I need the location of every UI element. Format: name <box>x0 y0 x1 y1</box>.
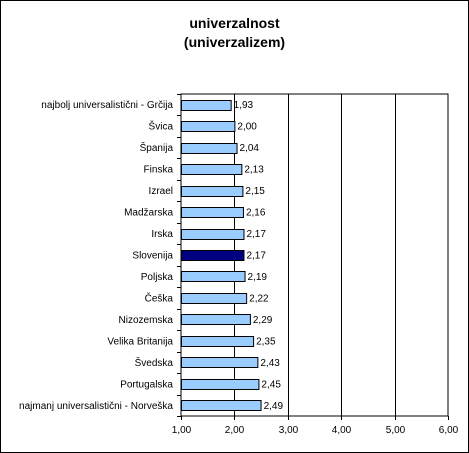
bar <box>181 207 244 218</box>
bar <box>181 357 259 368</box>
data-label: 2,29 <box>253 315 273 326</box>
x-tick-label: 6,00 <box>439 425 459 436</box>
category-label: Irska <box>151 229 173 240</box>
x-tick-label: 4,00 <box>332 425 352 436</box>
data-label: 2,04 <box>240 143 260 154</box>
x-tick-label: 5,00 <box>386 425 406 436</box>
data-label: 2,16 <box>246 208 266 219</box>
data-label: 2,15 <box>245 186 265 197</box>
bar <box>181 229 245 240</box>
data-label: 2,19 <box>248 272 268 283</box>
data-label: 2,00 <box>237 122 257 133</box>
bar <box>181 250 245 261</box>
bar <box>181 400 262 411</box>
bar <box>181 100 232 111</box>
data-label: 2,17 <box>246 229 266 240</box>
chart-title-block: univerzalnost (univerzalizem) <box>0 14 469 52</box>
data-label: 1,93 <box>234 100 254 111</box>
bar <box>181 121 236 132</box>
data-label: 2,13 <box>244 165 264 176</box>
data-label: 2,22 <box>249 293 269 304</box>
category-label: najbolj universalistični - Grčija <box>41 100 173 111</box>
bar <box>181 314 251 325</box>
chart-title: univerzalnost <box>189 15 280 31</box>
category-label: Švica <box>149 120 174 133</box>
category-label: Češka <box>145 291 174 304</box>
x-tick-label: 1,00 <box>172 425 192 436</box>
bars <box>181 100 262 411</box>
category-label: najmanj universalistični - Norveška <box>19 401 173 412</box>
data-label: 2,49 <box>264 401 284 412</box>
data-label: 2,45 <box>261 379 281 390</box>
category-label: Madžarska <box>124 208 173 219</box>
x-tick-label: 2,00 <box>225 425 245 436</box>
bar <box>181 271 246 282</box>
bar <box>181 186 244 197</box>
axes: 1,00 2,00 3,00 4,00 5,00 6,00 <box>172 94 459 436</box>
data-label: 2,43 <box>260 358 280 369</box>
data-label: 2,35 <box>256 336 276 347</box>
bar <box>181 143 238 154</box>
category-label: Slovenija <box>132 251 173 262</box>
x-tick-label: 3,00 <box>279 425 299 436</box>
category-label: Španija <box>140 141 174 154</box>
category-label: Portugalska <box>120 379 173 390</box>
category-label: Velika Britanija <box>107 336 173 347</box>
bar <box>181 293 248 304</box>
data-label: 2,17 <box>246 251 266 262</box>
chart-subtitle: (univerzalizem) <box>183 34 286 50</box>
category-label: Poljska <box>141 272 174 283</box>
category-label: Nizozemska <box>119 315 174 326</box>
category-label: Švedska <box>135 356 174 369</box>
category-label: Finska <box>144 165 174 176</box>
labels: najbolj universalistični - Grčija 1,93 Švi… <box>19 100 283 412</box>
category-label: Izrael <box>149 186 173 197</box>
bar <box>181 379 260 390</box>
bar <box>181 336 255 347</box>
bar <box>181 164 243 175</box>
